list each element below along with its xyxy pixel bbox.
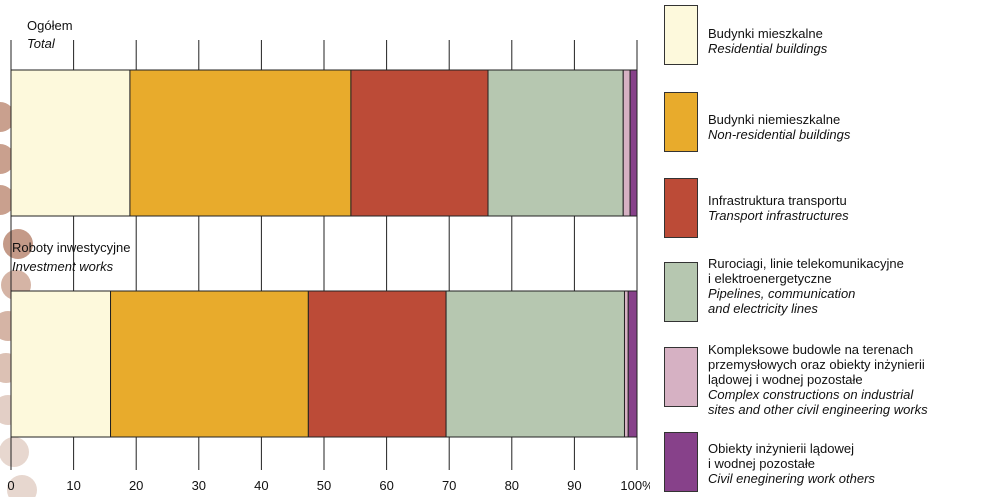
x-axis-tick-labels: 0 10 20 30 40 50 60 70 80 90 100% <box>7 478 650 493</box>
legend-label: Obiekty inżynierii lądowej i wodnej pozo… <box>708 441 875 486</box>
legend-item: Budynki niemieszkalne Non-residential bui… <box>664 92 981 152</box>
bar-segment-2-4 <box>445 290 625 438</box>
legend-label-pl: Budynki mieszkalne <box>708 26 823 41</box>
legend-swatch <box>664 92 698 152</box>
legend-item: Rurociagi, linie telekomunikacyjne i ele… <box>664 256 981 322</box>
legend-label: Infrastruktura transportu Transport infra… <box>708 193 849 223</box>
bar-segment-1-4 <box>487 69 624 217</box>
legend-label-en: Complex constructions on industrial site… <box>708 387 928 417</box>
legend-label-pl: Kompleksowe budowle na terenach przemysł… <box>708 342 925 387</box>
category-label-pl: Ogółem <box>27 18 73 33</box>
legend-label-pl: Obiekty inżynierii lądowej i wodnej pozo… <box>708 441 854 471</box>
legend-label-en: Transport infrastructures <box>708 208 849 223</box>
x-tick-label: 20 <box>129 478 143 493</box>
legend-label-en: Residential buildings <box>708 41 828 56</box>
stacked-bar-chart: Ogółem Total Roboty inwestycyjne Investment… <box>0 18 650 497</box>
x-tick-label: 90 <box>567 478 581 493</box>
bar-segment-2-2 <box>110 290 309 438</box>
x-tick-label: 30 <box>192 478 206 493</box>
category-labels: Ogółem Total Roboty inwestycyjne Investment… <box>12 18 131 274</box>
legend-item: Kompleksowe budowle na terenach przemysł… <box>664 342 981 417</box>
legend-swatch <box>664 432 698 492</box>
legend-item: Obiekty inżynierii lądowej i wodnej pozo… <box>664 432 981 492</box>
legend-swatch <box>664 347 698 407</box>
bar-segment-1-1 <box>10 69 131 217</box>
legend-label-pl: Rurociagi, linie telekomunikacyjne i ele… <box>708 256 904 286</box>
bar-segment-1-6 <box>629 69 638 217</box>
legend-label-pl: Infrastruktura transportu <box>708 193 847 208</box>
legend-label: Budynki niemieszkalne Non-residential bui… <box>708 112 850 142</box>
x-tick-label: 40 <box>254 478 268 493</box>
bar-segment-1-2 <box>129 69 352 217</box>
bar-segment-2-3 <box>307 290 447 438</box>
x-tick-label: 80 <box>505 478 519 493</box>
bar-segment-1-3 <box>350 69 489 217</box>
bar-segment-2-5 <box>623 290 629 438</box>
legend-label: Budynki mieszkalne Residential buildings <box>708 26 827 56</box>
x-tick-label: 70 <box>442 478 456 493</box>
legend-swatch <box>664 262 698 322</box>
legend-label-en: Civil eneginering work others <box>708 471 875 486</box>
x-tick-label: 60 <box>379 478 393 493</box>
decorative-circle <box>0 437 29 467</box>
category-label-en: Investment works <box>12 259 114 274</box>
bar-segments <box>10 69 638 438</box>
x-tick-label: 100% <box>620 478 650 493</box>
category-label-pl: Roboty inwestycyjne <box>12 240 131 255</box>
bar-segment-2-6 <box>627 290 638 438</box>
legend-swatch <box>664 5 698 65</box>
legend-item: Infrastruktura transportu Transport infra… <box>664 178 981 238</box>
bar-segment-1-5 <box>622 69 631 217</box>
x-tick-label: 10 <box>66 478 80 493</box>
legend-item: Budynki mieszkalne Residential buildings <box>664 5 981 65</box>
legend-label-pl: Budynki niemieszkalne <box>708 112 841 127</box>
legend-swatch <box>664 178 698 238</box>
x-tick-label: 50 <box>317 478 331 493</box>
legend-label-en: Pipelines, communication and electricity… <box>708 286 856 316</box>
legend-label-en: Non-residential buildings <box>708 127 851 142</box>
decorative-circle <box>7 475 37 497</box>
legend-label: Kompleksowe budowle na terenach przemysł… <box>708 342 928 417</box>
bar-segment-2-1 <box>10 290 112 438</box>
category-label-en: Total <box>27 36 56 51</box>
x-tick-label: 0 <box>7 478 14 493</box>
legend-label: Rurociagi, linie telekomunikacyjne i ele… <box>708 256 904 316</box>
